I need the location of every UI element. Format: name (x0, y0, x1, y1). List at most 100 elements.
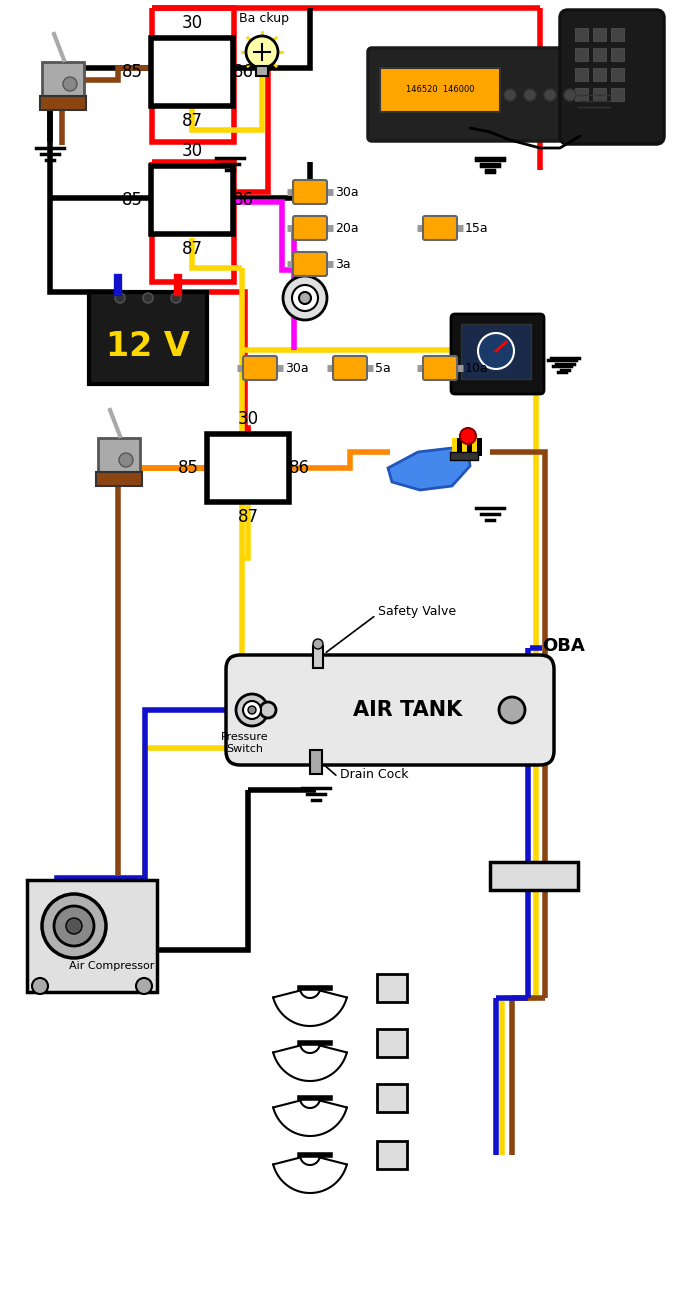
Circle shape (313, 639, 323, 649)
Bar (98, 438, 140, 474)
Text: Safety Valve: Safety Valve (378, 605, 456, 618)
Text: 85: 85 (122, 64, 143, 80)
Circle shape (260, 702, 276, 718)
Text: 20a: 20a (335, 222, 358, 235)
FancyBboxPatch shape (423, 216, 457, 240)
Bar (575, 67, 588, 80)
Text: 3a: 3a (335, 258, 351, 271)
Text: 30: 30 (237, 410, 259, 428)
Bar (593, 88, 606, 101)
FancyBboxPatch shape (368, 48, 586, 141)
Bar (450, 452, 478, 460)
Circle shape (115, 293, 125, 303)
FancyBboxPatch shape (243, 356, 277, 380)
FancyBboxPatch shape (423, 356, 457, 380)
FancyBboxPatch shape (226, 654, 554, 765)
Circle shape (171, 293, 181, 303)
Circle shape (524, 89, 536, 101)
Circle shape (460, 428, 476, 445)
Circle shape (292, 285, 318, 311)
Circle shape (478, 333, 514, 369)
Circle shape (119, 454, 133, 467)
Text: 12 V: 12 V (106, 329, 190, 363)
Circle shape (248, 706, 256, 714)
Text: OBA: OBA (542, 638, 585, 654)
Bar (575, 29, 588, 41)
Text: Ba ckup: Ba ckup (239, 12, 289, 25)
Bar (89, 292, 207, 384)
Polygon shape (388, 448, 470, 490)
Circle shape (564, 89, 576, 101)
Text: 30a: 30a (285, 362, 308, 375)
Circle shape (504, 89, 516, 101)
FancyBboxPatch shape (560, 10, 664, 144)
FancyBboxPatch shape (293, 180, 327, 203)
Circle shape (63, 76, 77, 91)
Bar (575, 88, 588, 101)
Bar (151, 38, 233, 106)
Circle shape (544, 89, 556, 101)
Polygon shape (273, 1157, 347, 1194)
Bar (377, 975, 407, 1002)
Bar (477, 438, 482, 456)
Text: 87: 87 (237, 508, 259, 526)
Circle shape (499, 697, 525, 723)
Bar (467, 438, 472, 456)
Text: 146520  146000: 146520 146000 (406, 86, 474, 95)
Text: 87: 87 (181, 240, 202, 258)
Circle shape (136, 978, 152, 994)
Bar (207, 434, 289, 502)
Text: 5a: 5a (375, 362, 391, 375)
Bar (611, 29, 624, 41)
Circle shape (243, 701, 261, 719)
Text: AIR TANK: AIR TANK (354, 700, 462, 721)
Bar (575, 48, 588, 61)
Circle shape (236, 693, 268, 726)
Polygon shape (273, 990, 347, 1026)
Bar (377, 1083, 407, 1112)
Bar (593, 67, 606, 80)
Text: 30a: 30a (335, 185, 358, 198)
Text: 85: 85 (178, 459, 199, 477)
Bar (452, 438, 457, 456)
Bar (40, 96, 86, 110)
Text: 85: 85 (122, 191, 143, 209)
Circle shape (246, 36, 278, 67)
Text: 86: 86 (233, 191, 254, 209)
Bar (151, 166, 233, 235)
Text: 15a: 15a (465, 222, 488, 235)
Bar (313, 645, 323, 667)
Bar (611, 48, 624, 61)
Circle shape (283, 276, 327, 320)
Bar (42, 62, 84, 98)
Text: Air Compressor: Air Compressor (69, 962, 155, 971)
Bar (377, 1029, 407, 1058)
Bar (461, 324, 531, 378)
Bar (27, 880, 157, 991)
Bar (462, 438, 467, 456)
Circle shape (299, 292, 311, 305)
Circle shape (66, 918, 82, 934)
Bar (593, 29, 606, 41)
Text: 30: 30 (181, 14, 202, 32)
Text: 10a: 10a (465, 362, 488, 375)
Bar (611, 88, 624, 101)
Circle shape (32, 978, 48, 994)
Bar (593, 48, 606, 61)
Bar (377, 1140, 407, 1169)
Bar (472, 438, 477, 456)
Text: 86: 86 (233, 64, 254, 80)
Text: Drain Cock: Drain Cock (340, 769, 408, 781)
Polygon shape (273, 1046, 347, 1081)
Bar (457, 438, 462, 456)
Polygon shape (273, 1100, 347, 1137)
Circle shape (143, 293, 153, 303)
Bar (96, 472, 142, 486)
Bar (380, 67, 500, 111)
Text: Pressure
Switch: Pressure Switch (221, 732, 269, 753)
Bar (611, 67, 624, 80)
Bar (310, 750, 322, 774)
FancyBboxPatch shape (293, 251, 327, 276)
Bar (256, 66, 268, 76)
FancyBboxPatch shape (333, 356, 367, 380)
